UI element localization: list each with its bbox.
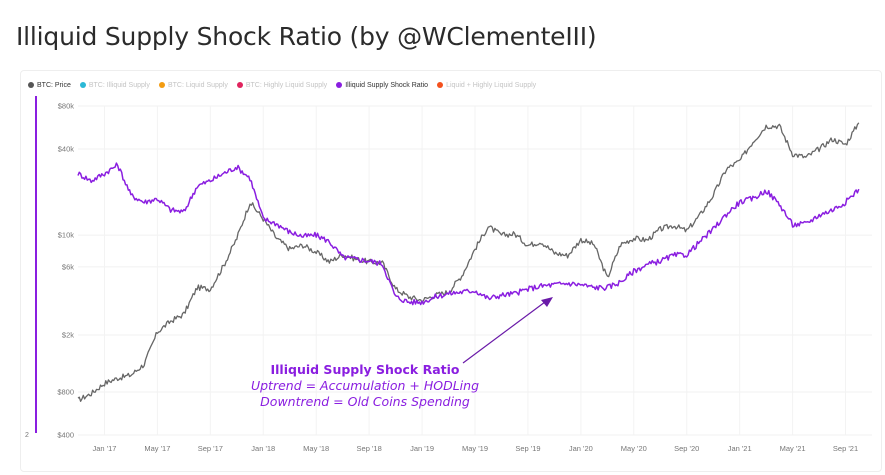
y-axis-ticks: $80k $40k $10k $6k $2k $800 $400 2 — [25, 96, 74, 440]
series-line-btc-price — [77, 122, 860, 402]
x-tick-label: Sep '17 — [198, 444, 223, 453]
x-tick-label: May '21 — [780, 444, 806, 453]
series-line-illiquid-supply-shock-ratio — [77, 162, 860, 306]
y-tick-label: $800 — [57, 387, 74, 396]
y-tick-label: $80k — [58, 102, 75, 111]
legend-item-3[interactable]: BTC: Highly Liquid Supply — [236, 81, 328, 89]
y-tick-label: $40k — [58, 145, 75, 154]
x-tick-label: Jan '18 — [251, 444, 275, 453]
y-tick-label: $400 — [57, 431, 74, 440]
annotation-box: Illiquid Supply Shock Ratio Uptrend = Ac… — [230, 362, 500, 410]
annotation-title: Illiquid Supply Shock Ratio — [270, 362, 460, 377]
y-tick-label: $2k — [62, 331, 74, 340]
x-tick-label: Sep '18 — [357, 444, 382, 453]
legend-dot-icon — [437, 82, 444, 88]
x-tick-label: Jan '21 — [728, 444, 752, 453]
annotation-arrow-line — [462, 301, 546, 364]
x-tick-label: Sep '21 — [833, 444, 858, 453]
x-tick-label: May '19 — [462, 444, 488, 453]
legend-label: BTC: Illiquid Supply — [88, 81, 150, 89]
legend-label: BTC: Price — [37, 81, 71, 89]
annotation-uptrend: Uptrend = Accumulation + HODLing — [250, 378, 480, 393]
legend-dot-icon — [236, 82, 243, 88]
legend-label: BTC: Highly Liquid Supply — [245, 81, 328, 89]
x-tick-label: Jan '20 — [569, 444, 593, 453]
x-tick-label: Sep '19 — [515, 444, 540, 453]
legend-dot-icon — [336, 82, 343, 88]
x-axis-ticks: Jan '17 May '17 Sep '17 Jan '18 May '18 Sep '… — [92, 444, 858, 453]
annotation-arrow — [462, 297, 553, 364]
annotation-downtrend: Downtrend = Old Coins Spending — [260, 394, 470, 409]
legend-item-1[interactable]: BTC: Illiquid Supply — [79, 81, 150, 89]
legend-label: Liquid + Highly Liquid Supply — [446, 81, 537, 89]
x-tick-label: Sep '20 — [674, 444, 699, 453]
y-tick-label: $10k — [58, 231, 75, 240]
y-tick-label: $6k — [62, 262, 74, 271]
legend-label: BTC: Liquid Supply — [167, 81, 228, 89]
series-lines — [77, 122, 860, 402]
legend-item-2[interactable]: BTC: Liquid Supply — [158, 81, 228, 89]
legend-dot-icon — [158, 82, 165, 88]
x-tick-label: Jan '19 — [410, 444, 434, 453]
legend-item-5[interactable]: Liquid + Highly Liquid Supply — [437, 82, 536, 89]
x-tick-label: May '17 — [144, 444, 170, 453]
legend-dot-icon — [79, 82, 86, 88]
legend-item-0[interactable]: BTC: Price — [28, 82, 71, 89]
x-tick-label: Jan '17 — [92, 444, 116, 453]
legend-dot-icon — [28, 82, 34, 88]
legend-label: Illiquid Supply Shock Ratio — [345, 81, 429, 89]
chart-card — [20, 70, 882, 472]
chart-legend: BTC: Price BTC: Illiquid Supply BTC: Liqui… — [28, 79, 545, 91]
page-title: Illiquid Supply Shock Ratio (by @WClemen… — [16, 22, 597, 51]
x-tick-label: May '20 — [621, 444, 647, 453]
y2-tick-label: 2 — [25, 432, 29, 439]
x-tick-label: May '18 — [303, 444, 329, 453]
annotation-arrow-head — [541, 297, 553, 307]
legend-item-4[interactable]: Illiquid Supply Shock Ratio — [336, 82, 428, 89]
